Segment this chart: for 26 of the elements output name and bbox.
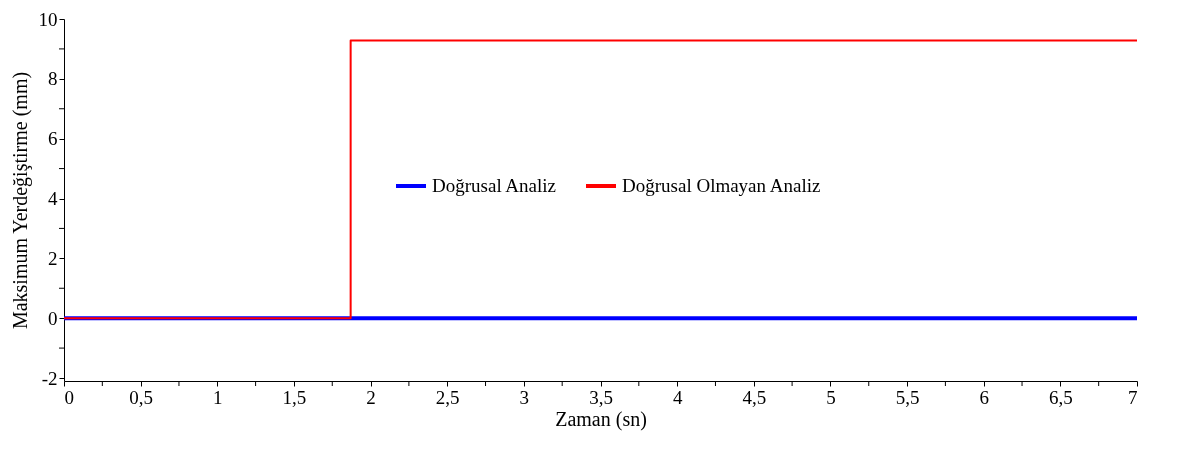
x-axis-title: Zaman (sn) [555,407,647,431]
x-tick-label: 3,5 [589,386,613,408]
x-tick-label: 0 [64,386,74,408]
y-tick-label: 4 [48,188,58,209]
x-tick-label: 1 [213,386,223,408]
x-tick-label: 0,5 [129,386,154,408]
legend-label: Doğrusal Analiz [432,175,557,196]
y-axis-title: Maksimum Yerdeğiştirme (mm) [8,71,32,330]
x-tick-label: 4,5 [742,386,767,408]
x-tick-label: 2,5 [435,386,460,408]
x-tick-label: 5 [826,386,836,408]
x-tick-label: 3 [519,386,530,408]
x-tick-label: 6 [979,386,989,408]
y-tick-label: 0 [48,307,58,329]
legend-label: Doğrusal Olmayan Analiz [622,175,821,196]
x-tick-label: 1,5 [282,386,307,408]
y-tick-label: -2 [41,367,58,389]
x-tick-label: 6,5 [1048,386,1073,408]
y-tick-label: 8 [48,68,58,90]
y-tick-label: 10 [38,8,58,30]
y-tick-label: 6 [48,128,58,150]
x-tick-label: 2 [366,386,376,408]
y-tick-label: 2 [48,247,58,269]
x-tick-label: 7 [1128,386,1138,408]
x-tick-label: 4 [672,386,683,408]
x-tick-label: 5,5 [895,386,920,408]
